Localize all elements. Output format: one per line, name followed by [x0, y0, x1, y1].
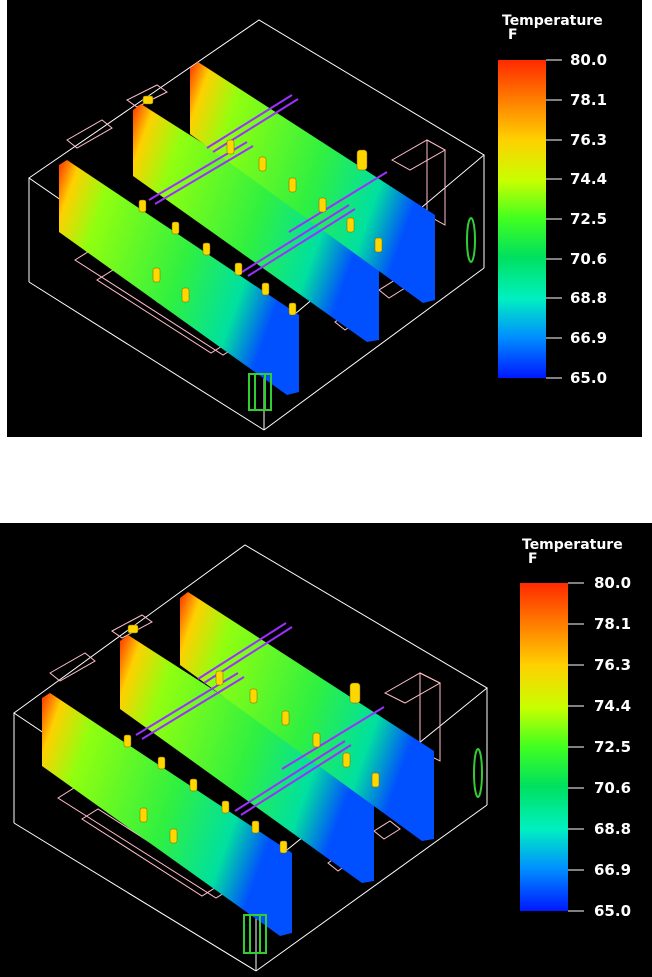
room-wireframe-icon [13, 544, 488, 972]
tick-label: 65.0 [570, 369, 608, 387]
legend-title: Temperature [502, 13, 603, 29]
occupant-figure-icon [138, 95, 383, 316]
room-scene-bottom [13, 544, 584, 972]
colorbar-ticks [568, 582, 584, 912]
tick-label: 72.5 [570, 210, 608, 228]
cfd-visualization-bottom: Temperature F 80.0 78.1 76.3 74.4 72.5 7… [0, 523, 652, 977]
tick-label: 66.9 [594, 861, 632, 879]
tick-label: 68.8 [570, 289, 608, 307]
tick-label: 76.3 [570, 131, 608, 149]
legend-unit: F [508, 27, 518, 43]
colorbar [520, 583, 568, 911]
ceiling-duct-icon [135, 622, 385, 816]
cfd-visualization-top: Temperature F 80.0 78.1 76.3 74.4 72.5 7… [7, 0, 642, 437]
floor-diffuser-icon [248, 217, 476, 411]
tick-label: 76.3 [594, 656, 632, 674]
legend-title: Temperature [522, 537, 623, 553]
room-scene-top [28, 19, 562, 431]
tick-label: 66.9 [570, 329, 608, 347]
temperature-slice-plane-icon [59, 62, 435, 395]
occupant-figure-icon [123, 624, 380, 854]
colorbar [498, 60, 546, 378]
tick-label: 72.5 [594, 738, 632, 756]
tick-label: 78.1 [570, 91, 608, 109]
tick-label: 70.6 [570, 250, 608, 268]
tick-label: 74.4 [594, 697, 632, 715]
tick-label: 68.8 [594, 820, 632, 838]
colorbar-ticks [546, 59, 562, 379]
legend-unit: F [528, 551, 538, 567]
tick-label: 78.1 [594, 615, 632, 633]
tick-label: 74.4 [570, 170, 608, 188]
tick-label: 65.0 [594, 902, 632, 920]
floor-diffuser-icon [243, 748, 483, 954]
tick-label: 70.6 [594, 779, 632, 797]
tick-label: 80.0 [570, 51, 608, 69]
tick-label: 80.0 [594, 574, 632, 592]
temperature-slice-plane-icon [42, 592, 434, 936]
